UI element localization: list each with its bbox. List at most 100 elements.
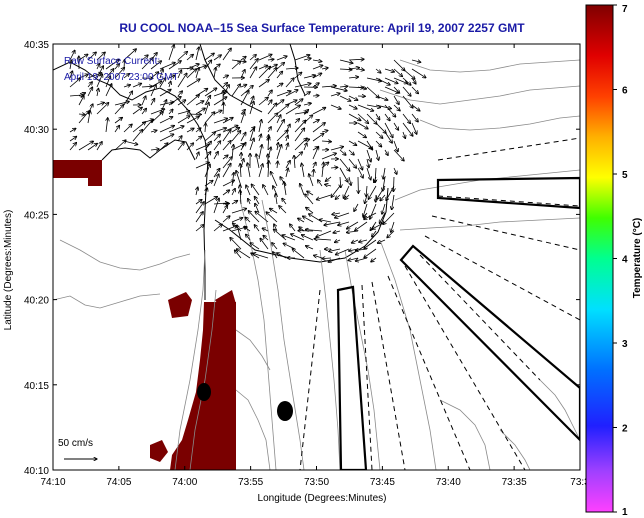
current-vector	[96, 103, 104, 106]
current-vector	[231, 209, 247, 214]
current-vector	[258, 66, 271, 79]
current-vector	[273, 229, 287, 241]
current-vector	[357, 104, 374, 111]
current-vector	[141, 58, 153, 70]
current-vector	[348, 113, 361, 121]
y-tick-label: 40:35	[24, 40, 49, 51]
current-vector	[204, 141, 211, 151]
current-vector	[348, 149, 354, 155]
current-vector	[382, 203, 386, 214]
current-vector	[195, 225, 204, 232]
current-vector	[150, 98, 155, 106]
current-vector	[222, 130, 231, 142]
current-vector	[339, 59, 353, 63]
current-vector	[240, 91, 249, 106]
current-vector	[177, 91, 182, 97]
current-vector	[330, 93, 340, 97]
current-vector	[339, 149, 346, 155]
current-vector	[316, 194, 332, 200]
current-vector	[302, 163, 305, 178]
current-vector	[96, 66, 103, 79]
current-vector	[335, 194, 341, 199]
current-vector	[213, 198, 219, 214]
current-vector	[328, 257, 341, 262]
current-vector	[312, 96, 319, 97]
current-vector	[78, 141, 93, 151]
current-vector	[411, 68, 426, 78]
current-vector	[114, 102, 129, 106]
current-vector	[186, 64, 199, 70]
current-vector	[258, 164, 263, 178]
current-vector	[393, 140, 398, 152]
x-tick-label: 74:10	[40, 477, 65, 488]
current-vector	[330, 167, 338, 168]
current-vector	[259, 134, 261, 142]
current-vector	[159, 143, 168, 151]
current-vector	[305, 230, 323, 232]
current-vector	[213, 118, 228, 124]
current-vector	[114, 140, 126, 151]
current-vector	[232, 172, 234, 187]
current-vector	[69, 78, 80, 88]
y-axis-label: Latitude (Degrees:Minutes)	[3, 210, 14, 331]
current-vector	[294, 83, 311, 88]
current-vector	[204, 197, 217, 205]
current-vector	[244, 227, 251, 232]
current-vector	[87, 87, 93, 97]
current-vector	[159, 78, 166, 88]
current-vector	[168, 61, 181, 70]
current-vector	[236, 249, 251, 259]
current-vector	[276, 100, 284, 106]
current-vector	[240, 164, 241, 178]
current-vector	[105, 76, 110, 88]
current-vector	[347, 221, 359, 229]
current-vector	[123, 124, 132, 133]
current-vector	[213, 152, 218, 160]
current-vector	[366, 149, 371, 162]
current-vector	[322, 162, 324, 178]
current-vector	[403, 131, 405, 139]
current-vector	[78, 93, 86, 97]
current-vector	[366, 77, 382, 81]
current-vector	[246, 234, 251, 241]
current-vector	[231, 144, 244, 151]
current-vector	[348, 59, 364, 60]
current-vector	[114, 68, 125, 79]
current-vector	[285, 90, 298, 97]
current-vector	[123, 74, 129, 79]
current-vector	[321, 68, 328, 69]
current-vector	[294, 119, 300, 124]
current-vector	[168, 109, 173, 115]
current-vector	[339, 167, 348, 182]
current-vector	[237, 225, 242, 241]
current-vector	[222, 163, 231, 178]
current-vector	[335, 212, 350, 218]
current-vector	[371, 257, 377, 262]
current-vector	[300, 184, 305, 196]
current-vector	[231, 61, 241, 70]
current-vector	[285, 161, 290, 169]
current-vector	[222, 85, 229, 97]
current-vector	[348, 104, 357, 109]
current-vector	[141, 119, 153, 133]
current-vector	[276, 130, 288, 142]
current-vector	[262, 228, 269, 231]
current-vector	[375, 122, 386, 133]
current-vector	[249, 128, 254, 142]
current-vector	[285, 105, 300, 115]
current-vector	[294, 128, 305, 142]
current-vector	[248, 211, 260, 223]
current-vector	[204, 164, 210, 178]
current-vector	[319, 220, 332, 223]
current-vector	[222, 75, 228, 78]
current-vector	[384, 131, 392, 143]
y-tick-label: 40:20	[24, 296, 49, 307]
current-vector	[314, 255, 323, 259]
current-vector	[339, 158, 350, 171]
current-vector	[375, 140, 382, 147]
current-vector	[249, 138, 254, 151]
current-vector	[284, 182, 287, 196]
current-vector	[303, 103, 311, 105]
current-vector	[251, 184, 260, 196]
current-vector	[375, 77, 390, 85]
